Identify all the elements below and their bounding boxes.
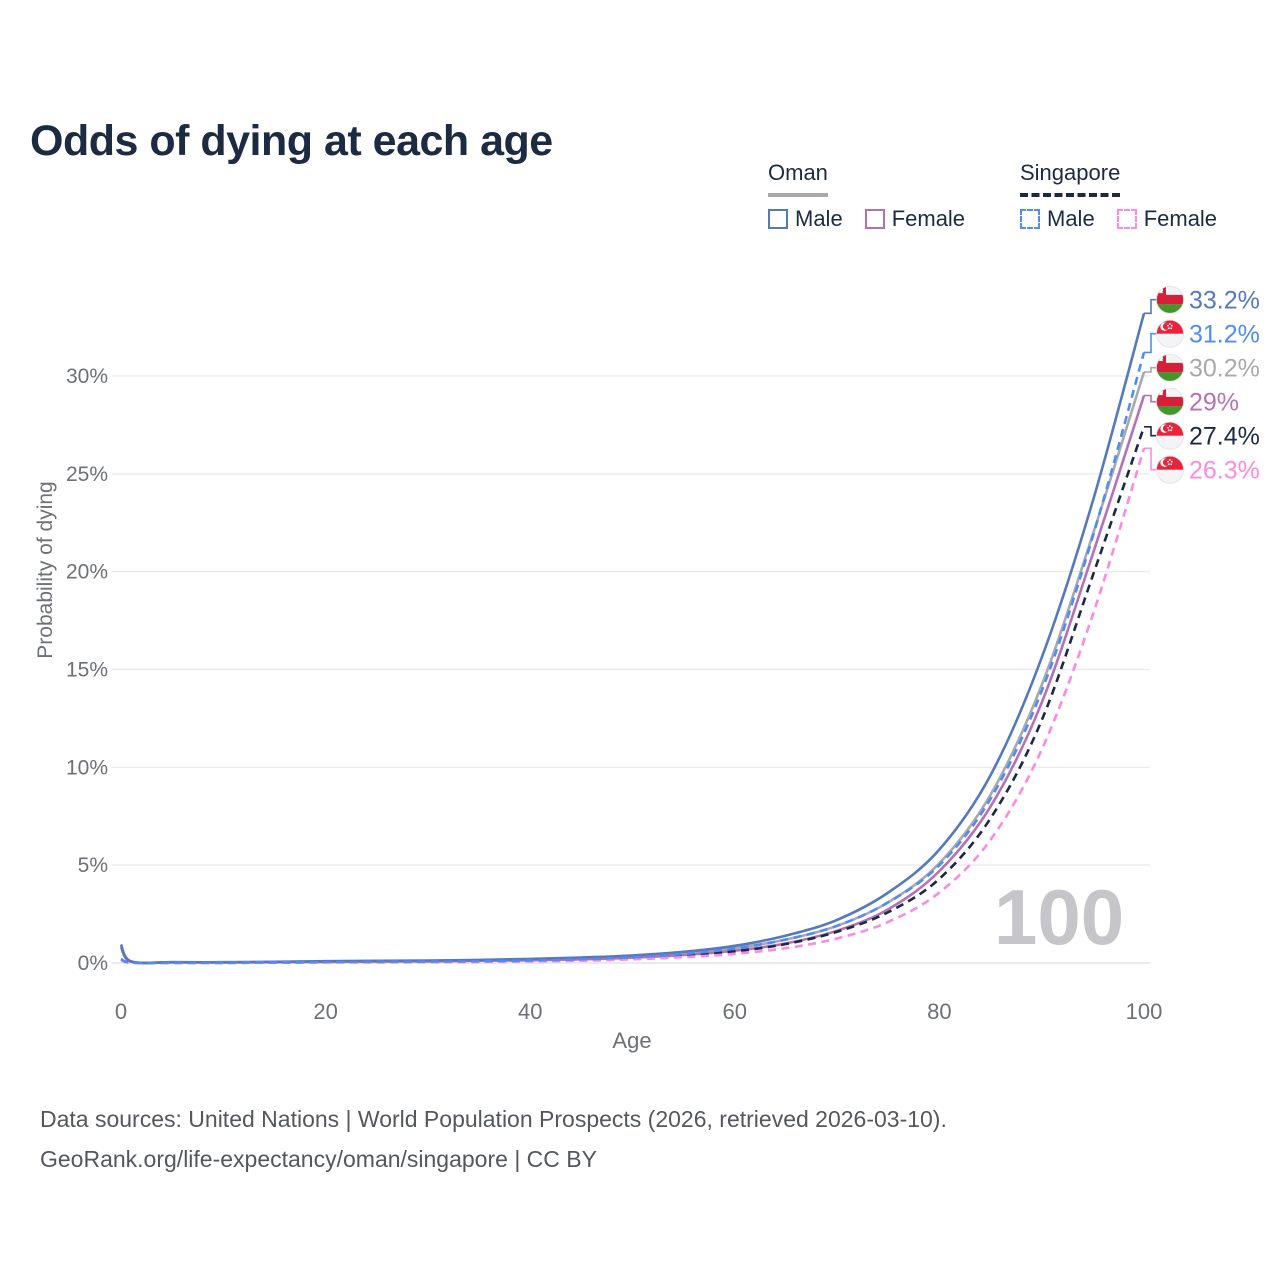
oman-female-swatch-icon — [864, 209, 885, 229]
legend-country-singapore[interactable]: Singapore — [1020, 160, 1121, 197]
legend-label-singapore-female: Female — [1143, 206, 1218, 231]
legend-group-oman: Oman Male Female — [768, 160, 979, 232]
y-tick-label: 10% — [66, 756, 108, 779]
x-tick-label: 60 — [723, 999, 747, 1024]
oman-male-swatch-icon — [768, 209, 788, 229]
legend-item-singapore-female[interactable]: Female — [1116, 206, 1218, 232]
end-value-label: 29% — [1189, 389, 1239, 417]
series-line-oman-female[interactable] — [119, 395, 1146, 965]
oman-flag-icon — [1155, 353, 1185, 382]
singapore-flag-icon — [1155, 319, 1185, 348]
series-line-oman-male[interactable] — [119, 312, 1146, 965]
legend-item-oman-female[interactable]: Female — [864, 206, 966, 232]
y-tick-label: 25% — [66, 463, 108, 486]
singapore-flag-icon — [1155, 455, 1185, 484]
oman-flag-icon — [1155, 387, 1185, 416]
x-tick-label: 100 — [1126, 999, 1163, 1024]
end-value-label: 33.2% — [1189, 287, 1260, 315]
legend-label-singapore-male: Male — [1047, 206, 1095, 231]
series-line-oman[interactable] — [119, 371, 1146, 965]
y-tick-label: 0% — [78, 952, 108, 975]
x-tick-label: 0 — [115, 999, 127, 1024]
label-connector — [1144, 394, 1156, 403]
singapore-flag-icon — [1155, 421, 1185, 450]
series-line-singapore-female[interactable] — [120, 447, 1146, 965]
end-value-label: 27.4% — [1189, 423, 1260, 451]
y-axis-title: Probability of dying — [34, 481, 57, 659]
x-tick-label: 80 — [927, 999, 951, 1024]
y-axis-title-wrap: Probability of dying — [18, 440, 74, 700]
label-connector — [1144, 298, 1156, 315]
y-tick-label: 15% — [66, 659, 108, 682]
page-title: Odds of dying at each age — [30, 116, 553, 165]
series-line-singapore[interactable] — [120, 426, 1146, 965]
x-tick-label: 20 — [313, 999, 337, 1024]
y-tick-label: 20% — [66, 561, 108, 584]
legend-label-oman-male: Male — [795, 206, 843, 231]
singapore-male-swatch-icon — [1020, 209, 1040, 229]
x-tick-label: 40 — [518, 999, 542, 1024]
legend-label-oman-female: Female — [891, 206, 966, 231]
data-source-line: Data sources: United Nations | World Pop… — [40, 1106, 947, 1132]
label-connector — [1144, 447, 1156, 471]
x-axis-title: Age — [612, 1028, 652, 1053]
label-connector — [1144, 426, 1156, 437]
label-connector — [1144, 366, 1156, 373]
legend-group-singapore: Singapore Male Female — [1020, 160, 1231, 232]
legend-country-oman[interactable]: Oman — [768, 160, 828, 197]
label-connector — [1144, 332, 1156, 354]
end-value-label: 31.2% — [1189, 321, 1260, 349]
attribution-line: GeoRank.org/life-expectancy/oman/singapo… — [40, 1146, 597, 1172]
oman-flag-icon — [1155, 285, 1185, 314]
series-line-singapore-male[interactable] — [120, 352, 1146, 965]
legend-item-singapore-male[interactable]: Male — [1020, 206, 1095, 232]
y-tick-label: 5% — [78, 854, 108, 877]
end-value-label: 26.3% — [1189, 457, 1260, 485]
age-watermark: 100 — [994, 873, 1125, 961]
singapore-female-swatch-icon — [1116, 209, 1137, 229]
end-value-label: 30.2% — [1189, 355, 1260, 383]
legend-item-oman-male[interactable]: Male — [768, 206, 843, 232]
y-tick-label: 30% — [66, 365, 108, 388]
plot-area: 0% 5% 10% 15% 20% 25% 30% 0 20 40 60 80 100 33.2% 31.2… — [66, 285, 1260, 1024]
